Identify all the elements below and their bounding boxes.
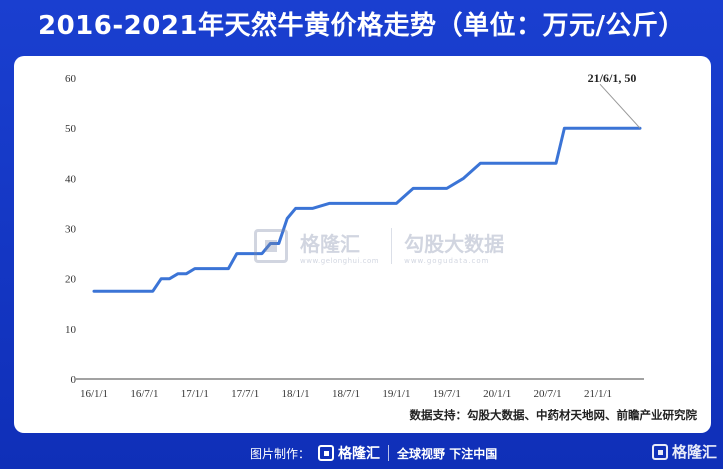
y-tick-label: 10 xyxy=(65,324,77,336)
watermark-partner-url: www.gogudata.com xyxy=(404,256,490,265)
gelonghui-icon xyxy=(318,445,335,461)
watermark-brand: 格隆汇 xyxy=(300,231,360,256)
source-note: 数据支持：勾股大数据、中药材天地网、前瞻产业研究院 xyxy=(409,408,698,422)
x-tick-label: 17/1/1 xyxy=(181,388,209,400)
watermark-brand-url: www.gelonghui.com xyxy=(300,256,380,265)
series-line xyxy=(92,126,642,293)
gelonghui-logo-icon xyxy=(254,229,288,263)
watermark-partner: 勾股大数据 xyxy=(404,231,505,256)
footer-made-by: 图片制作： xyxy=(250,446,311,461)
x-tick-label: 18/7/1 xyxy=(332,388,360,400)
x-tick-label: 16/7/1 xyxy=(130,388,158,400)
y-tick-label: 20 xyxy=(65,274,77,286)
corner-logo: 格隆汇 xyxy=(651,441,717,462)
y-tick-label: 60 xyxy=(65,73,77,85)
y-tick-label: 30 xyxy=(65,224,77,236)
corner-logo-text: 格隆汇 xyxy=(671,443,717,461)
watermark-divider xyxy=(391,228,393,264)
y-tick-label: 40 xyxy=(65,173,77,185)
annotation-leader xyxy=(599,83,641,129)
chart-panel: 0 10 20 30 40 50 60 16/1/1 16/7/1 17/1/1 17/7/1 18/… xyxy=(14,56,711,433)
watermark: 格隆汇 www.gelonghui.com 勾股大数据 www.gogudata… xyxy=(254,216,534,276)
y-tick-label: 50 xyxy=(65,123,77,135)
footer-slogan: 全球视野 下注中国 xyxy=(397,446,498,461)
x-tick-label: 19/7/1 xyxy=(433,388,461,400)
y-tick-label: 0 xyxy=(71,374,77,386)
x-tick-label: 16/1/1 xyxy=(80,388,108,400)
footer-logo-text: 格隆汇 xyxy=(338,446,381,462)
x-tick-label: 18/1/1 xyxy=(282,388,310,400)
corner-gelonghui-icon xyxy=(651,443,668,460)
x-tick-label: 19/1/1 xyxy=(382,388,410,400)
x-tick-label: 21/1/1 xyxy=(584,388,612,400)
annotation-label: 21/6/1, 50 xyxy=(588,71,637,85)
price-line-chart: 0 10 20 30 40 50 60 16/1/1 16/7/1 17/1/1 17/7/1 18/… xyxy=(65,71,644,400)
x-tick-label: 17/7/1 xyxy=(231,388,259,400)
x-tick-label: 20/7/1 xyxy=(534,388,562,400)
footer-logo: 格隆汇 xyxy=(318,443,380,463)
x-tick-label: 20/1/1 xyxy=(483,388,511,400)
footer-divider xyxy=(388,445,390,461)
page-title: 2016-2021年天然牛黄价格走势（单位：万元/公斤） xyxy=(37,11,685,41)
footer: 图片制作： 格隆汇 全球视野 下注中国 格隆汇 xyxy=(0,437,723,469)
